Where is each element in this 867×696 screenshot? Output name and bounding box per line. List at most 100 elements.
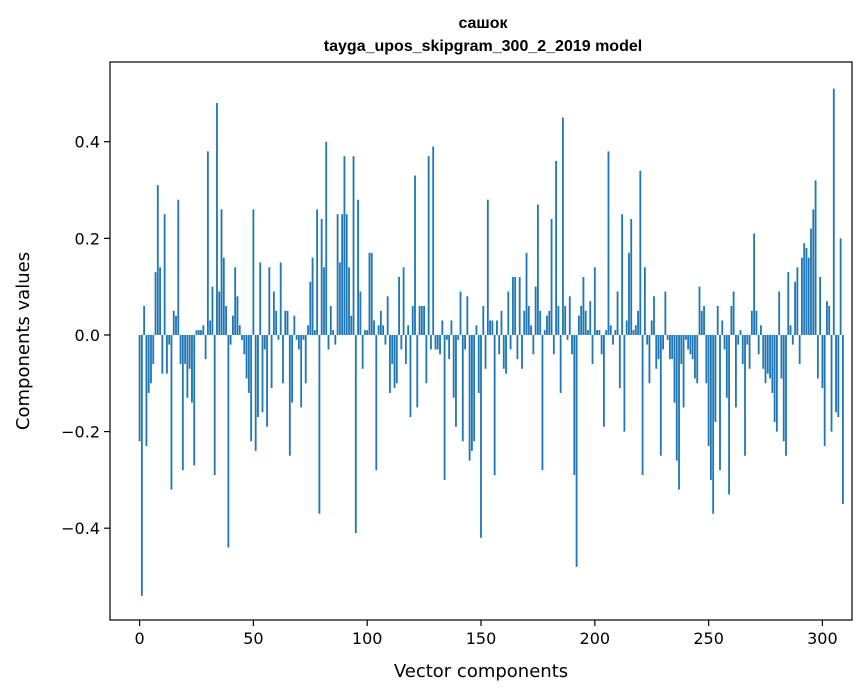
bar: [493, 334, 496, 476]
bar: [466, 296, 469, 335]
bar: [807, 257, 810, 335]
bar: [161, 334, 164, 374]
bar: [252, 209, 255, 335]
bar: [721, 320, 724, 335]
bar: [591, 334, 594, 364]
bar: [816, 334, 819, 379]
bar: [678, 334, 680, 490]
bar: [389, 334, 391, 393]
bar: [473, 334, 476, 442]
bar: [386, 296, 389, 335]
bar: [325, 141, 328, 335]
bar: [791, 334, 794, 345]
bar: [309, 281, 312, 335]
bar: [514, 276, 517, 335]
bar: [402, 267, 405, 335]
bar: [175, 315, 177, 335]
bar: [461, 334, 464, 442]
bar: [227, 334, 230, 548]
bar: [657, 334, 660, 360]
bar: [191, 334, 193, 403]
bar: [200, 330, 202, 335]
bar: [143, 305, 146, 335]
bar: [709, 334, 712, 480]
bar: [750, 310, 753, 335]
bar: [443, 334, 446, 480]
bar: [293, 315, 296, 335]
bar: [564, 305, 567, 335]
bar: [154, 272, 157, 335]
bar: [266, 334, 268, 427]
bar: [409, 334, 412, 418]
bar: [455, 334, 457, 427]
bar: [254, 334, 257, 451]
bar: [286, 310, 289, 335]
bar: [593, 267, 596, 335]
bar: [607, 151, 610, 335]
bar: [480, 334, 482, 538]
bar: [193, 334, 196, 466]
bar: [568, 296, 571, 335]
bar: [213, 334, 216, 476]
bar: [345, 214, 348, 335]
bar: [263, 334, 266, 350]
bar: [787, 272, 790, 335]
bar: [186, 334, 189, 398]
bar: [313, 330, 316, 335]
bar: [407, 325, 410, 335]
bar: [277, 334, 280, 340]
bar: [364, 330, 366, 335]
bar: [832, 88, 835, 335]
bar: [575, 334, 578, 567]
plot-frame: [109, 61, 853, 621]
x-tick-label: 250: [693, 629, 724, 648]
bar: [669, 334, 671, 360]
bar: [373, 320, 375, 335]
bar: [511, 276, 514, 335]
bar: [459, 291, 462, 335]
bar: [152, 334, 155, 364]
bar: [689, 334, 692, 355]
bar: [566, 334, 569, 340]
bar: [700, 310, 703, 335]
bar: [204, 334, 207, 360]
bar: [475, 325, 478, 335]
bar: [698, 286, 701, 335]
bar: [275, 310, 278, 335]
bar: [823, 334, 826, 447]
bar: [641, 334, 644, 476]
bar: [464, 334, 466, 350]
bar: [760, 325, 762, 335]
bar: [748, 334, 751, 369]
bar: [596, 330, 598, 335]
bar: [307, 325, 309, 335]
bar: [500, 310, 503, 335]
x-tick-label: 100: [352, 629, 383, 648]
bar: [796, 267, 799, 335]
bar: [375, 334, 378, 471]
bar: [523, 310, 526, 335]
bar: [814, 180, 817, 335]
bar: [609, 325, 612, 335]
bar: [725, 334, 728, 398]
bar: [819, 276, 822, 335]
bar: [723, 334, 726, 350]
bar: [639, 170, 642, 335]
bar: [357, 199, 359, 335]
bar: [735, 334, 737, 408]
bar: [261, 334, 264, 413]
bar: [229, 334, 232, 345]
bar: [810, 228, 812, 335]
bar: [168, 334, 171, 345]
bar: [452, 334, 455, 398]
bar: [257, 334, 259, 418]
bar: [311, 257, 314, 335]
bar: [764, 334, 767, 384]
bar: [603, 334, 605, 427]
bar: [680, 334, 683, 364]
bar: [350, 315, 353, 335]
bar: [427, 156, 430, 335]
bar: [684, 334, 687, 340]
bar: [550, 219, 553, 335]
bar: [696, 334, 699, 384]
